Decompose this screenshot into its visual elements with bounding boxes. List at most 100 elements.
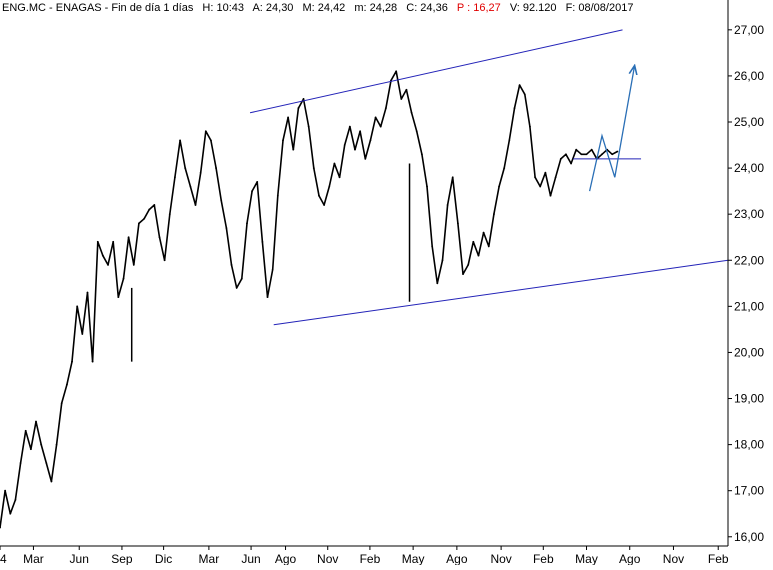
price-point: [601, 153, 603, 156]
price-point: [215, 167, 217, 169]
y-tick-label: 25,00: [734, 115, 764, 129]
price-point: [117, 296, 120, 299]
price-point: [65, 383, 68, 386]
price-point: [539, 185, 542, 188]
price-point: [348, 125, 351, 128]
price-point: [235, 287, 238, 289]
x-tick-label: Mar: [23, 552, 44, 565]
volume-value: V: 92.120: [509, 2, 557, 14]
x-tick-label: Dic: [155, 552, 172, 565]
price-point: [472, 240, 475, 243]
price-point: [384, 107, 387, 110]
price-point: [132, 263, 135, 266]
price-point: [575, 148, 578, 151]
price-point: [420, 153, 423, 156]
x-tick-label: Feb: [533, 552, 554, 565]
price-point: [29, 448, 32, 451]
x-tick-label: May: [402, 552, 425, 565]
price-point: [96, 240, 99, 243]
x-tick-label: May: [575, 552, 598, 565]
price-point: [297, 107, 300, 110]
price-point: [163, 259, 166, 262]
price-point: [204, 130, 207, 133]
price-point: [184, 167, 187, 169]
price-point: [174, 176, 176, 179]
price-point: [451, 176, 454, 179]
y-tick-label: 21,00: [734, 299, 764, 313]
x-tick-label: Jun: [241, 552, 260, 565]
x-tick-label: Jun: [70, 552, 89, 565]
price-point: [554, 176, 557, 179]
p-value: P : 16,27: [456, 2, 501, 14]
x-tick-label: Mar: [199, 552, 220, 565]
price-point: [400, 98, 403, 100]
x-tick-label: Ago: [446, 552, 468, 565]
price-point: [220, 199, 223, 202]
price-point: [529, 125, 531, 128]
symbol-label: ENG.MC - ENAGAS - Fin de día 1 días: [2, 2, 194, 14]
price-point: [415, 130, 418, 133]
price-point: [35, 420, 37, 423]
low-value: m: 24,28: [354, 2, 398, 14]
x-tick-label: Nov: [317, 552, 338, 565]
price-point: [302, 98, 305, 100]
price-point: [76, 305, 79, 308]
y-tick-label: 27,00: [734, 23, 764, 37]
price-point: [338, 176, 341, 179]
price-point: [580, 153, 583, 156]
price-point: [179, 139, 181, 142]
x-tick-label: Nov: [490, 552, 511, 565]
plot-area: [0, 29, 729, 529]
price-point: [199, 171, 202, 174]
price-point: [210, 139, 212, 142]
price-point: [107, 263, 109, 266]
price-point: [405, 88, 408, 91]
price-point: [323, 204, 326, 206]
price-point: [240, 277, 243, 280]
price-point: [261, 240, 264, 243]
price-point: [379, 125, 382, 128]
price-point: [482, 231, 485, 234]
price-point: [523, 93, 526, 96]
price-point: [194, 204, 197, 206]
price-point: [55, 443, 58, 446]
x-tick-label: Sep: [111, 552, 133, 565]
open-value: A: 24,30: [252, 2, 294, 14]
price-point: [493, 213, 495, 216]
price-point: [91, 360, 94, 363]
price-point: [148, 208, 151, 211]
price-point: [426, 185, 428, 188]
price-point: [86, 291, 89, 294]
chart-header: ENG.MC - ENAGAS - Fin de día 1 días H: 1…: [2, 2, 639, 16]
price-point: [251, 190, 253, 193]
x-tick-label: Feb: [708, 552, 729, 565]
y-tick-label: 20,00: [734, 345, 764, 359]
x-tick-label: Feb: [360, 552, 381, 565]
price-point: [287, 116, 290, 119]
price-point: [40, 443, 43, 446]
close-value: C: 24,36: [406, 2, 448, 14]
price-point: [333, 162, 336, 165]
price-point: [122, 277, 125, 280]
y-tick-label: 19,00: [734, 392, 764, 406]
price-point: [354, 148, 356, 151]
price-point: [559, 157, 562, 160]
price-point: [230, 263, 233, 266]
y-tick-label: 23,00: [734, 207, 764, 221]
price-point: [508, 139, 511, 142]
y-tick-label: 26,00: [734, 69, 764, 83]
price-point: [374, 116, 377, 119]
price-point: [369, 139, 372, 142]
price-point: [518, 84, 521, 87]
price-point: [487, 245, 490, 248]
y-tick-label: 16,00: [734, 530, 764, 544]
price-point: [477, 254, 480, 257]
price-point: [9, 512, 12, 515]
projection-arrow: [588, 67, 635, 192]
price-point: [81, 333, 84, 335]
price-point: [343, 144, 346, 146]
price-point: [364, 157, 367, 160]
price-point: [359, 130, 362, 133]
price-point: [436, 282, 439, 285]
